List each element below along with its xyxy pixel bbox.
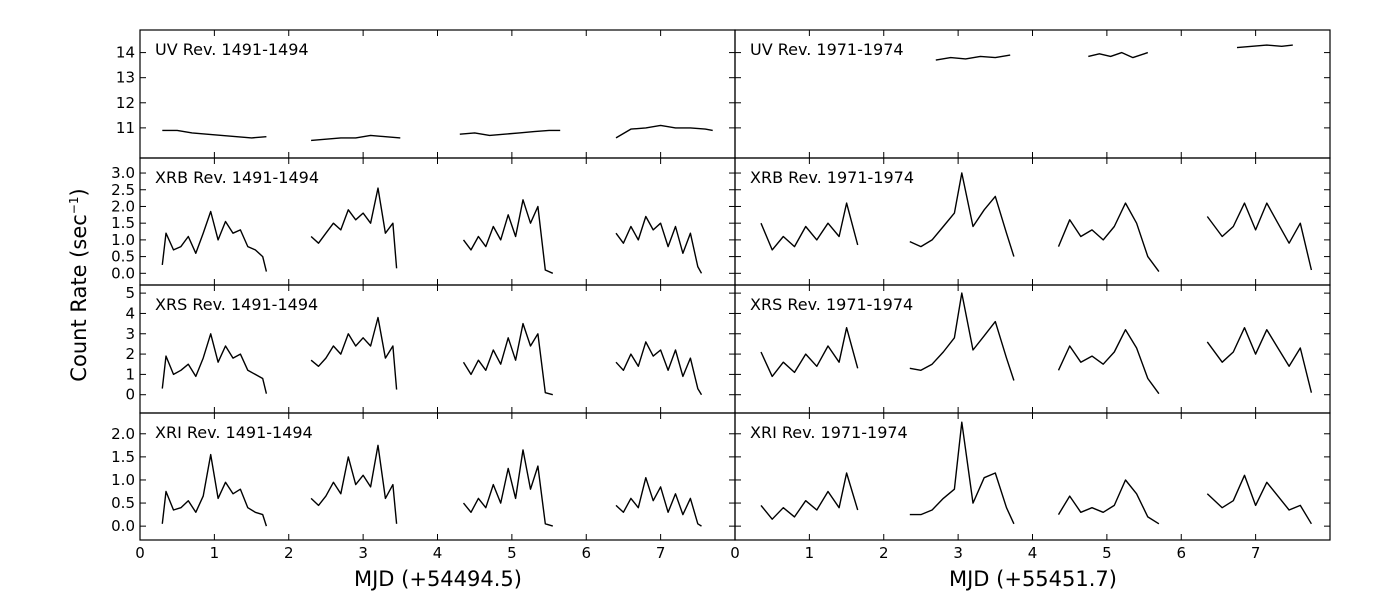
panel-label: XRB Rev. 1971-1974 — [750, 168, 914, 187]
light-curve-segment-1 — [760, 202, 859, 251]
y-tick-label: 3.0 — [111, 164, 135, 182]
y-tick-label: 11 — [116, 119, 135, 137]
y-tick-label: 1.5 — [111, 214, 135, 232]
y-tick-label: 3 — [125, 325, 135, 343]
x-tick-label: 5 — [507, 544, 517, 562]
light-curve-segment-3 — [1236, 44, 1293, 49]
x-tick-label: 3 — [953, 544, 963, 562]
panel-label: XRS Rev. 1491-1494 — [155, 295, 318, 314]
y-tick-label: 12 — [116, 94, 135, 112]
panel-label: UV Rev. 1971-1974 — [750, 40, 904, 59]
light-curve-segment-4 — [615, 215, 703, 274]
light-curve-segment-3 — [1057, 479, 1160, 525]
light-curve-segment-2 — [310, 187, 398, 269]
panel-uv-right: UV Rev. 1971-1974 — [734, 29, 1331, 159]
y-tick-label: 2.5 — [111, 181, 135, 199]
y-axis-label-close: ) — [67, 188, 91, 196]
panel-xri-right: 0 1 2 3 4 5 6 7 XRI Rev. 1971-1974 — [730, 412, 1331, 562]
y-tick-label: 14 — [116, 44, 135, 62]
x-axis-label-right: MJD (+55451.7) — [949, 567, 1117, 591]
light-curve-segment-1 — [162, 129, 267, 139]
x-tick-label: 5 — [1102, 544, 1112, 562]
light-curve-segment-2 — [310, 444, 398, 524]
panel-label: XRB Rev. 1491-1494 — [155, 168, 319, 187]
x-tick-label: 4 — [433, 544, 443, 562]
x-tick-label: 0 — [135, 544, 145, 562]
y-tick-label: 1.0 — [111, 231, 135, 249]
x-axis-label-left: MJD (+54494.5) — [354, 567, 522, 591]
light-curve-segment-4 — [1206, 202, 1313, 271]
y-tick-label: 2.0 — [111, 425, 135, 443]
light-curve-segment-3 — [462, 449, 554, 527]
y-tick-label: 13 — [116, 69, 135, 87]
panel-uv-left: 11 12 13 14 UV Rev. 1491-1494 — [116, 29, 736, 159]
panel-xrs-left: 0 1 2 3 4 5 XRS Rev. 1491-1494 — [125, 284, 736, 414]
light-curve-segment-1 — [760, 327, 859, 378]
y-tick-label: 2 — [125, 345, 135, 363]
light-curve-segment-2 — [1088, 51, 1149, 59]
light-curve-segment-4 — [615, 124, 713, 139]
x-tick-label: 2 — [284, 544, 294, 562]
x-tick-label: 6 — [1176, 544, 1186, 562]
light-curve-segment-3 — [1057, 329, 1160, 395]
light-curve-segment-3 — [1057, 202, 1160, 273]
x-tick-label: 4 — [1028, 544, 1038, 562]
panel-label: XRI Rev. 1491-1494 — [155, 423, 313, 442]
x-tick-label: 2 — [879, 544, 889, 562]
y-tick-label: 0.0 — [111, 517, 135, 535]
y-axis-label-exponent: −1 — [67, 197, 81, 215]
x-tick-label: 7 — [1251, 544, 1261, 562]
light-curve-segment-1 — [161, 210, 268, 272]
y-tick-label: 1 — [125, 365, 135, 383]
light-curve-segment-2 — [909, 172, 1015, 257]
x-tick-label: 6 — [581, 544, 591, 562]
y-tick-label: 0.0 — [111, 264, 135, 282]
y-tick-label: 2.0 — [111, 197, 135, 215]
y-tick-label: 4 — [125, 304, 135, 322]
light-curve-segment-2 — [311, 134, 401, 142]
x-tick-label: 0 — [730, 544, 740, 562]
y-tick-label: 0.5 — [111, 248, 135, 266]
light-curve-segment-1 — [161, 453, 268, 527]
y-axis-label-main: Count Rate (sec — [67, 214, 91, 381]
x-tick-label: 1 — [805, 544, 815, 562]
panel-xrb-right: XRB Rev. 1971-1974 — [734, 157, 1331, 286]
y-tick-label: 0 — [125, 386, 135, 404]
light-curve-segment-3 — [462, 199, 554, 274]
light-curve-segment-2 — [909, 292, 1015, 381]
x-tick-label: 3 — [358, 544, 368, 562]
panel-label: XRS Rev. 1971-1974 — [750, 295, 913, 314]
light-curve-segment-1 — [161, 333, 268, 394]
panel-xrs-right: XRS Rev. 1971-1974 — [734, 284, 1331, 414]
x-tick-label: 7 — [656, 544, 666, 562]
panel-label: UV Rev. 1491-1494 — [155, 40, 309, 59]
light-curve-segment-2 — [310, 316, 398, 390]
light-curve-segment-2 — [909, 421, 1015, 525]
light-curve-segment-4 — [615, 341, 703, 396]
panel-xrb-left: 0.00.51.01.52.02.53.0 XRB Rev. 1491-1494 — [111, 157, 736, 286]
x-tick-label: 1 — [210, 544, 220, 562]
y-tick-label: 1.0 — [111, 471, 135, 489]
light-curve-segment-4 — [1206, 474, 1312, 525]
axis-labels-layer: Count Rate (sec−1) MJD (+54494.5) MJD (+… — [67, 188, 1117, 591]
light-curve-segment-1 — [760, 472, 859, 520]
y-tick-label: 0.5 — [111, 494, 135, 512]
light-curve-segment-4 — [1206, 327, 1313, 393]
panel-xri-left: 0.0 0.5 1.0 1.5 2.0 0 1 2 3 4 5 6 7 XRI Rev. 1491-149… — [111, 412, 736, 562]
light-curve-segment-1 — [935, 54, 1011, 61]
y-tick-label: 5 — [125, 284, 135, 302]
panel-label: XRI Rev. 1971-1974 — [750, 423, 908, 442]
y-axis-label: Count Rate (sec−1) — [67, 188, 91, 381]
light-curve-segment-3 — [462, 322, 553, 396]
y-tick-label: 1.5 — [111, 448, 135, 466]
light-curve-segment-3 — [459, 129, 561, 137]
light-curve-segment-4 — [615, 477, 702, 527]
